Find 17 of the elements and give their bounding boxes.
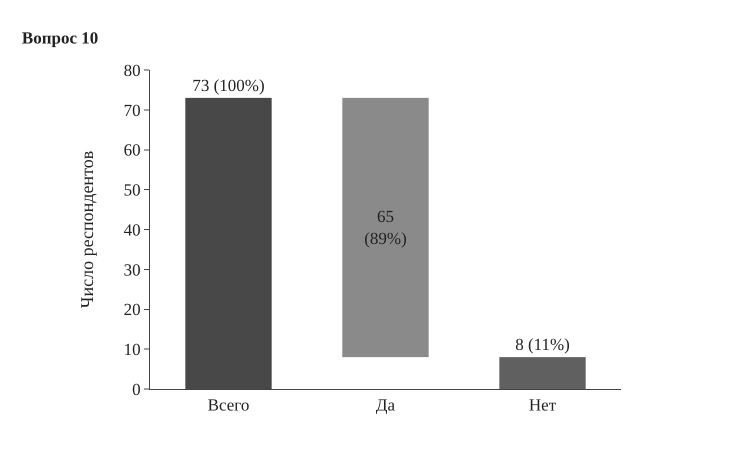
- y-tick-label: 30: [124, 260, 141, 280]
- x-tick-label: Всего: [208, 395, 250, 414]
- y-tick-label: 10: [124, 340, 141, 360]
- y-tick-label: 70: [124, 100, 141, 120]
- chart-title: Вопрос 10: [22, 28, 98, 48]
- y-tick-label: 20: [124, 300, 141, 320]
- data-label: 73 (100%): [192, 76, 265, 95]
- y-tick-label: 0: [132, 380, 141, 399]
- data-label: 8 (11%): [515, 335, 570, 354]
- x-tick-label: Нет: [528, 395, 557, 414]
- y-tick-label: 50: [124, 180, 141, 200]
- data-label: 65 (89%): [364, 206, 407, 248]
- y-axis-title: Число респондентов: [76, 150, 97, 308]
- x-tick-label: Да: [376, 395, 396, 414]
- y-tick-label: 40: [124, 220, 141, 240]
- y-tick-label: 80: [124, 60, 141, 80]
- y-tick-label: 60: [124, 140, 141, 160]
